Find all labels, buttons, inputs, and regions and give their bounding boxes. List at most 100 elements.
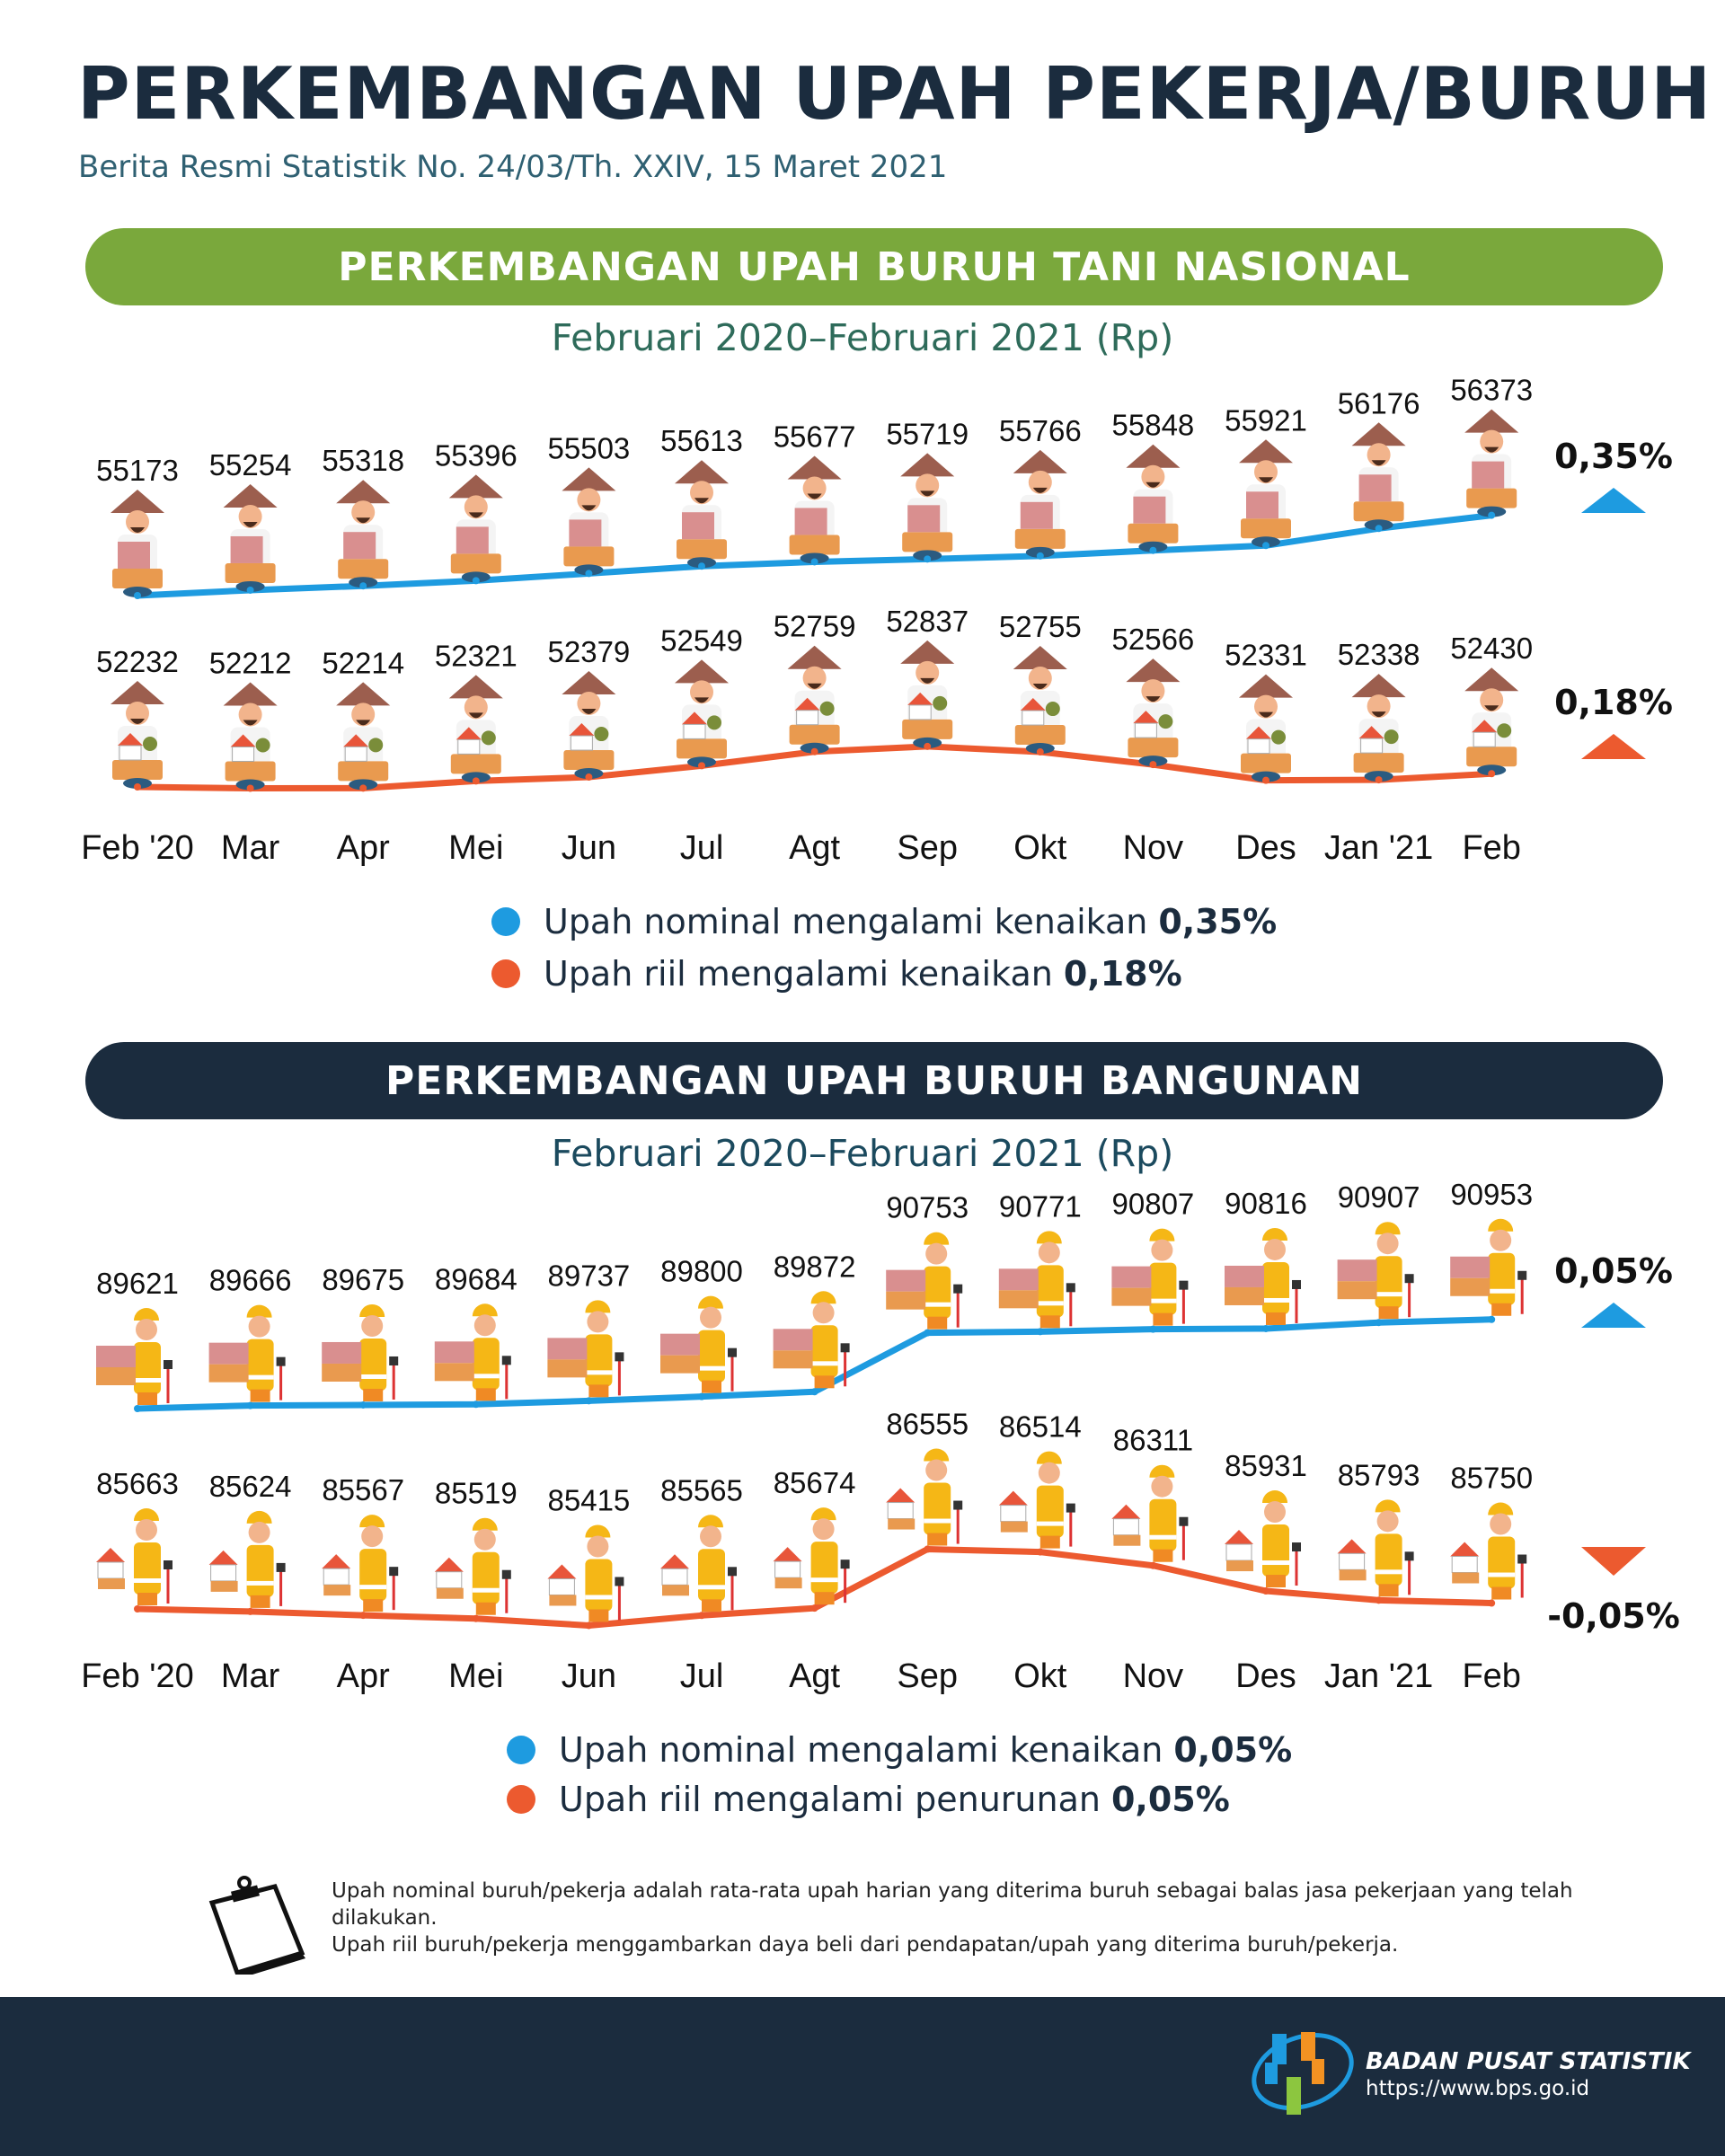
data-point: 52549 bbox=[660, 623, 743, 770]
data-point: 85519 bbox=[434, 1477, 518, 1622]
data-point-marker bbox=[1488, 1315, 1496, 1323]
data-label: 52321 bbox=[435, 639, 518, 672]
data-point-marker bbox=[1149, 1561, 1157, 1569]
section-banner-buruh-tani: PERKEMBANGAN UPAH BURUH TANI NASIONAL bbox=[85, 228, 1663, 305]
data-label: 89737 bbox=[548, 1259, 631, 1292]
x-tick-label: Feb bbox=[1462, 829, 1520, 867]
data-label: 52379 bbox=[548, 635, 631, 668]
data-point-marker bbox=[359, 582, 367, 590]
data-point: 55173 bbox=[96, 454, 179, 599]
legend-text: Upah riil mengalami penurunan bbox=[559, 1780, 1101, 1819]
legend-dot-blue bbox=[507, 1736, 535, 1764]
construction-worker-house-icon bbox=[1111, 1464, 1189, 1562]
legend-dot-blue bbox=[491, 907, 520, 936]
data-point: 52837 bbox=[886, 605, 969, 750]
data-point: 52232 bbox=[96, 645, 179, 791]
data-point: 89666 bbox=[208, 1264, 292, 1409]
farmer-money-icon bbox=[1126, 444, 1181, 552]
farmer-house-icon bbox=[900, 640, 955, 748]
x-tick-label: Okt bbox=[1013, 829, 1067, 867]
data-label: 56176 bbox=[1338, 386, 1420, 420]
data-label: 55173 bbox=[96, 454, 179, 487]
farmer-house-icon bbox=[448, 675, 503, 783]
data-label: 89666 bbox=[209, 1264, 292, 1297]
data-point: 89737 bbox=[547, 1259, 631, 1405]
farmer-house-icon bbox=[336, 682, 391, 791]
data-label: 90771 bbox=[999, 1189, 1082, 1223]
data-point: 52759 bbox=[774, 610, 855, 755]
construction-worker-house-icon bbox=[886, 1448, 963, 1546]
legend-item-nominal-bangunan: Upah nominal mengalami kenaikan 0,05% bbox=[507, 1730, 1292, 1770]
farmer-money-icon bbox=[223, 483, 278, 592]
data-label: 52212 bbox=[209, 646, 292, 679]
data-label: 55677 bbox=[774, 420, 856, 453]
data-label: 52214 bbox=[322, 646, 404, 679]
data-label: 55921 bbox=[1225, 403, 1307, 437]
data-point-marker bbox=[246, 1607, 254, 1615]
farmer-money-icon bbox=[1013, 449, 1067, 558]
bps-url[interactable]: https://www.bps.go.id bbox=[1366, 2077, 1590, 2100]
data-point: 89675 bbox=[322, 1263, 404, 1409]
data-label: 52232 bbox=[96, 645, 179, 678]
data-point: 56373 bbox=[1450, 374, 1533, 519]
data-label: 89684 bbox=[435, 1262, 518, 1295]
farmer-money-icon bbox=[1239, 439, 1293, 548]
farmer-house-icon bbox=[562, 671, 616, 780]
data-label: 85750 bbox=[1450, 1462, 1533, 1495]
farmer-money-icon bbox=[675, 460, 729, 569]
legend-item-riil-tani: Upah riil mengalami kenaikan 0,18% bbox=[491, 954, 1182, 994]
legend-value: 0,18% bbox=[1063, 954, 1182, 994]
farmer-house-icon bbox=[675, 659, 729, 768]
farmer-money-icon bbox=[1351, 422, 1406, 531]
data-point: 90771 bbox=[998, 1189, 1082, 1336]
page-title: PERKEMBANGAN UPAH PEKERJA/BURUH bbox=[77, 52, 1712, 136]
data-point-marker bbox=[359, 1612, 367, 1620]
data-point-marker bbox=[810, 1388, 818, 1396]
data-label: 89621 bbox=[96, 1267, 179, 1300]
data-point: 52566 bbox=[1112, 623, 1195, 769]
data-label: 56373 bbox=[1450, 374, 1533, 407]
data-label: 85663 bbox=[96, 1467, 179, 1500]
section-banner-buruh-bangunan: PERKEMBANGAN UPAH BURUH BANGUNAN bbox=[85, 1042, 1663, 1119]
clipboard-icon bbox=[208, 1876, 305, 1975]
data-point: 52379 bbox=[548, 635, 631, 782]
construction-worker-money-icon bbox=[886, 1232, 963, 1330]
data-point-marker bbox=[359, 784, 367, 792]
data-point-marker bbox=[698, 762, 705, 770]
farmer-money-icon bbox=[562, 467, 616, 576]
x-tick-label: Jun bbox=[562, 829, 616, 867]
data-point-marker bbox=[585, 1621, 593, 1630]
x-tick-label: Okt bbox=[1013, 1657, 1067, 1695]
x-tick-label: Mei bbox=[448, 829, 503, 867]
data-label: 85567 bbox=[322, 1473, 404, 1507]
x-tick-label: Feb '20 bbox=[81, 1657, 194, 1695]
chart-period-buruh-bangunan: Februari 2020–Februari 2021 (Rp) bbox=[551, 1132, 1174, 1175]
data-label: 86555 bbox=[886, 1408, 969, 1441]
data-point-marker bbox=[359, 1401, 367, 1409]
construction-worker-money-icon bbox=[208, 1304, 286, 1402]
legend-item-riil-bangunan: Upah riil mengalami penurunan 0,05% bbox=[507, 1780, 1230, 1819]
data-point: 55254 bbox=[209, 448, 291, 594]
construction-worker-money-icon bbox=[547, 1300, 624, 1398]
data-point: 55613 bbox=[660, 424, 743, 570]
data-point-marker bbox=[1375, 1319, 1383, 1327]
data-point: 85750 bbox=[1450, 1462, 1533, 1607]
data-label: 90953 bbox=[1450, 1178, 1533, 1211]
legend-text: Upah riil mengalami kenaikan bbox=[544, 954, 1053, 994]
construction-worker-house-icon bbox=[547, 1524, 624, 1622]
data-label: 55503 bbox=[548, 431, 631, 464]
data-label: 90907 bbox=[1338, 1180, 1420, 1214]
data-point-marker bbox=[134, 1405, 141, 1412]
data-label: 85793 bbox=[1338, 1458, 1420, 1491]
data-point: 89872 bbox=[773, 1250, 855, 1396]
farmer-house-icon bbox=[223, 682, 278, 791]
data-point: 55396 bbox=[435, 438, 518, 585]
data-point-marker bbox=[1488, 1599, 1496, 1607]
data-point: 52755 bbox=[999, 610, 1082, 756]
x-tick-label: Agt bbox=[789, 829, 840, 867]
data-label: 52566 bbox=[1112, 623, 1195, 656]
data-point: 55318 bbox=[322, 444, 404, 590]
data-point: 90816 bbox=[1225, 1187, 1307, 1332]
data-point: 86311 bbox=[1111, 1424, 1193, 1569]
data-point: 89621 bbox=[96, 1267, 179, 1412]
